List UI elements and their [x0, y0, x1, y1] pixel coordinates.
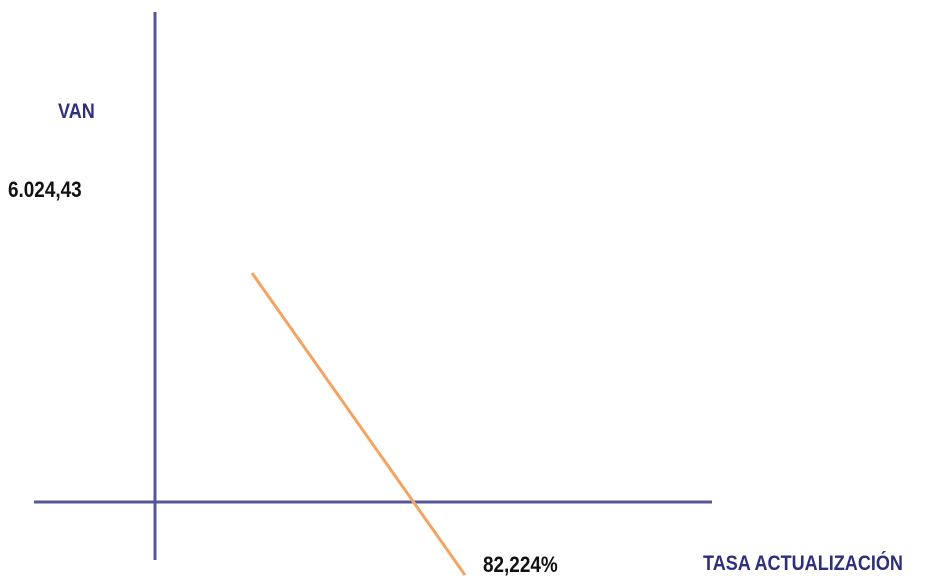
y-tick-label: 6.024,43 — [8, 177, 82, 202]
y-axis-label: VAN — [58, 100, 95, 123]
x-axis-label: TASA ACTUALIZACIÓN — [703, 552, 903, 575]
van-line — [250, 272, 467, 576]
x-tick-label: 82,224% — [483, 552, 558, 577]
